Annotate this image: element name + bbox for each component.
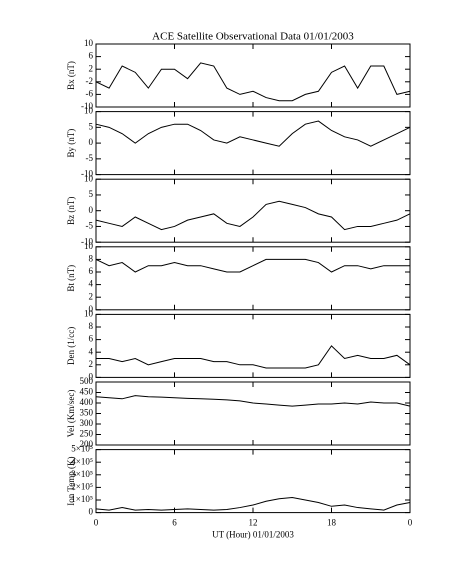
panel-frame <box>95 381 411 446</box>
y-axis-label: Bt (nT) <box>66 265 76 292</box>
x-tick-label: 18 <box>327 518 337 528</box>
y-tick-label: 10 <box>84 241 94 251</box>
y-tick-label: 400 <box>80 397 94 407</box>
x-axis-label: UT (Hour) 01/01/2003 <box>212 530 294 540</box>
data-line <box>95 258 410 273</box>
data-line <box>95 120 411 147</box>
y-tick-label: 450 <box>80 387 94 397</box>
y-tick-label: -5 <box>86 221 94 231</box>
y-tick-label: 4 <box>89 279 94 289</box>
y-tick-label: 0 <box>89 137 94 147</box>
y-tick-label: 10 <box>84 308 94 318</box>
y-tick-label: 5×10⁵ <box>71 444 93 454</box>
panel-frame <box>95 313 411 378</box>
panel-frame <box>95 449 411 514</box>
y-tick-label: 0 <box>89 507 94 517</box>
y-tick-label: -6 <box>86 88 94 98</box>
y-tick-label: -10 <box>81 101 93 111</box>
data-line <box>95 62 411 102</box>
panel-frame <box>95 246 411 311</box>
y-axis-label: Bx (nT) <box>66 61 76 90</box>
y-tick-label: 2 <box>89 291 94 301</box>
y-tick-label: 2×10⁵ <box>71 481 93 491</box>
y-axis-label: Vel (Km/sec) <box>66 390 76 438</box>
chart-title: ACE Satellite Observational Data 01/01/2… <box>152 31 354 43</box>
panel-frame <box>95 178 411 243</box>
y-tick-label: 4×10⁵ <box>71 456 93 466</box>
y-tick-label: 3×10⁵ <box>71 469 93 479</box>
y-tick-label: 8 <box>89 321 94 331</box>
y-tick-label: -10 <box>81 169 93 179</box>
y-axis-label: Den (1/cc) <box>66 327 76 365</box>
y-tick-label: 6 <box>89 334 94 344</box>
x-tick-label: 0 <box>408 518 413 528</box>
y-tick-label: 0 <box>89 371 94 381</box>
data-line <box>95 496 411 511</box>
y-tick-label: 500 <box>80 376 94 386</box>
y-tick-label: 5 <box>89 189 94 199</box>
y-tick-label: -10 <box>81 236 93 246</box>
y-tick-label: 0 <box>89 304 94 314</box>
y-tick-label: 0 <box>89 205 94 215</box>
x-tick-label: 0 <box>94 518 99 528</box>
y-tick-label: 2 <box>89 63 94 73</box>
data-line <box>95 200 411 231</box>
y-tick-label: 1×10⁵ <box>71 494 93 504</box>
y-tick-label: 200 <box>80 439 94 449</box>
y-axis-label: Ion Temp (K) <box>66 456 76 505</box>
y-tick-label: 5 <box>89 121 94 131</box>
y-tick-label: -2 <box>86 76 94 86</box>
y-tick-label: 250 <box>80 429 94 439</box>
y-tick-label: 2 <box>89 359 94 369</box>
y-tick-label: 4 <box>89 346 94 356</box>
y-tick-label: 10 <box>84 38 94 48</box>
data-line <box>95 395 411 407</box>
y-tick-label: -5 <box>86 153 94 163</box>
y-tick-label: 350 <box>80 408 94 418</box>
x-tick-label: 6 <box>172 518 177 528</box>
y-tick-label: 6 <box>89 266 94 276</box>
x-tick-label: 12 <box>249 518 258 528</box>
y-axis-label: By (nT) <box>66 129 76 158</box>
y-tick-label: 8 <box>89 253 94 263</box>
y-tick-label: 300 <box>80 418 94 428</box>
panel-frame <box>95 111 411 176</box>
y-tick-label: 10 <box>84 106 94 116</box>
y-tick-label: 10 <box>84 173 94 183</box>
y-axis-label: Bz (nT) <box>66 197 76 225</box>
panel-frame <box>95 43 411 108</box>
y-tick-label: 6 <box>89 51 94 61</box>
data-line <box>96 345 411 369</box>
